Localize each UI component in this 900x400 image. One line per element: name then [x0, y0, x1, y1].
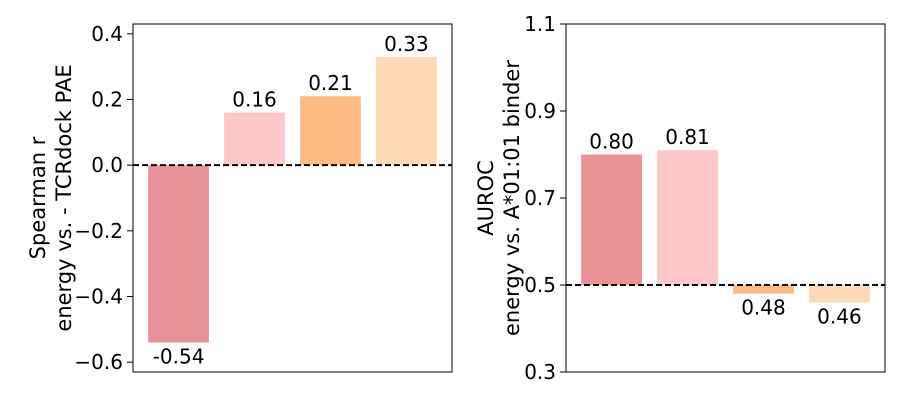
spearman-value-label-4: 0.33 — [384, 32, 429, 56]
auroc-bar-2 — [657, 150, 718, 285]
auroc-ytick-label-1: 0.3 — [524, 360, 556, 384]
spearman-ytick-label-3: −0.2 — [74, 219, 123, 243]
chart-auroc: 0.80 0.81 0.48 0.46 0.3 0.5 0.7 0.9 1.1 AUROC ener… — [474, 12, 886, 384]
spearman-bar-2 — [224, 112, 285, 166]
spearman-value-label-2: 0.16 — [232, 88, 277, 112]
auroc-value-label-2: 0.81 — [665, 125, 710, 149]
chart-spearman: -0.54 0.16 0.21 0.33 −0.6 −0.4 −0.2 0.0 0.2 0.4 Sp… — [26, 22, 453, 374]
auroc-ytick-label-4: 0.9 — [524, 99, 556, 123]
spearman-ytick-label-6: 0.4 — [91, 22, 123, 46]
auroc-ylabel-line-2: energy vs. A*01:01 binder — [500, 60, 524, 336]
auroc-value-label-3: 0.48 — [741, 296, 786, 320]
auroc-ytick-label-2: 0.5 — [524, 273, 556, 297]
spearman-axes-frame — [132, 23, 453, 373]
spearman-value-label-3: 0.21 — [308, 71, 353, 95]
spearman-ytick-label-2: −0.4 — [74, 284, 123, 308]
spearman-bar-3 — [300, 96, 361, 166]
auroc-bar-4 — [809, 285, 870, 303]
spearman-bar-1 — [148, 165, 209, 343]
spearman-value-label-1: -0.54 — [153, 344, 205, 368]
auroc-bar-1 — [581, 154, 642, 285]
auroc-ytick-label-5: 1.1 — [524, 12, 556, 36]
auroc-value-label-1: 0.80 — [589, 130, 634, 154]
auroc-ytick-label-3: 0.7 — [524, 186, 556, 210]
spearman-ylabel-line-2: energy vs. - TCRdock PAE — [52, 64, 76, 331]
spearman-ytick-label-1: −0.6 — [74, 350, 123, 374]
spearman-ytick-label-4: 0.0 — [91, 153, 123, 177]
auroc-ylabel-line-1: AUROC — [474, 160, 498, 236]
auroc-value-label-4: 0.46 — [817, 304, 862, 328]
spearman-bar-4 — [376, 56, 437, 166]
auroc-bar-3 — [733, 285, 794, 294]
spearman-ytick-label-5: 0.2 — [91, 88, 123, 112]
spearman-ylabel-line-1: Spearman r — [26, 136, 50, 259]
